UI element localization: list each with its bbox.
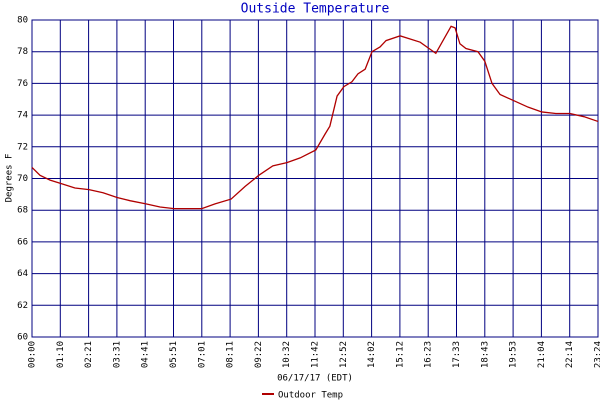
x-tick-label: 21:04 xyxy=(537,341,547,368)
y-tick-label: 62 xyxy=(17,301,28,311)
x-tick-label: 01:10 xyxy=(56,341,66,368)
y-tick-label: 60 xyxy=(17,333,28,343)
x-tick-label: 23:24 xyxy=(594,341,600,368)
y-axis-label: Degrees F xyxy=(5,154,15,203)
y-tick-label: 72 xyxy=(17,142,28,152)
x-tick-label: 11:42 xyxy=(311,341,321,368)
y-tick-label: 70 xyxy=(17,174,28,184)
x-tick-label: 18:43 xyxy=(480,341,490,368)
x-tick-label: 15:12 xyxy=(395,341,405,368)
x-tick-label: 14:02 xyxy=(367,341,377,368)
y-tick-label: 74 xyxy=(17,111,28,121)
y-tick-label: 76 xyxy=(17,79,28,89)
y-tick-label: 68 xyxy=(17,206,28,216)
y-tick-label: 66 xyxy=(17,237,28,247)
data-line xyxy=(31,25,599,210)
y-tick-label: 78 xyxy=(17,47,28,57)
x-tick-label: 02:21 xyxy=(84,341,94,368)
y-tick-label: 64 xyxy=(17,269,28,279)
legend-label: Outdoor Temp xyxy=(278,391,343,400)
x-tick-label: 17:33 xyxy=(452,341,462,368)
x-tick-label: 19:53 xyxy=(509,341,519,368)
chart-title: Outside Temperature xyxy=(241,2,390,17)
x-tick-label: 03:31 xyxy=(112,341,122,368)
x-tick-label: 00:00 xyxy=(28,341,38,368)
x-axis-label: 06/17/17 (EDT) xyxy=(277,374,353,384)
x-tick-label: 05:51 xyxy=(169,341,179,368)
x-tick-label: 07:01 xyxy=(197,341,207,368)
y-tick-label: 80 xyxy=(17,16,28,26)
x-tick-label: 09:22 xyxy=(254,341,264,368)
x-tick-label: 04:41 xyxy=(141,341,151,368)
x-tick-label: 22:14 xyxy=(565,341,575,368)
x-tick-label: 12:52 xyxy=(339,341,349,368)
x-tick-label: 08:11 xyxy=(226,341,236,368)
x-tick-label: 10:32 xyxy=(282,341,292,368)
x-tick-label: 16:23 xyxy=(424,341,434,368)
